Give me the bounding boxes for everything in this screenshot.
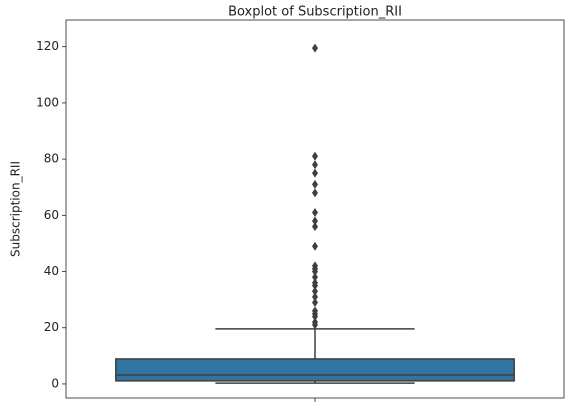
outlier	[312, 160, 318, 170]
box	[115, 358, 515, 382]
outlier	[312, 286, 318, 296]
y-tick-label: 0	[51, 376, 59, 390]
y-tick-label: 20	[44, 320, 59, 334]
outlier	[312, 188, 318, 198]
chart-title: Boxplot of Subscription_RII	[228, 5, 402, 20]
outlier	[312, 208, 318, 218]
y-tick-label: 120	[36, 39, 59, 53]
outlier	[312, 222, 318, 232]
y-tick-label: 100	[36, 95, 59, 109]
y-tick-label: 40	[44, 264, 59, 278]
y-axis-label: Subscription_RII	[9, 161, 23, 257]
outlier	[312, 281, 318, 291]
y-tick-label: 60	[44, 208, 59, 222]
outlier	[312, 320, 318, 330]
outlier	[312, 151, 318, 161]
outlier	[312, 216, 318, 226]
outlier	[312, 241, 318, 251]
outlier	[312, 292, 318, 302]
outlier	[312, 168, 318, 178]
outlier	[312, 311, 318, 321]
y-tick-label: 80	[44, 152, 59, 166]
outlier	[312, 297, 318, 307]
outlier	[312, 179, 318, 189]
outlier	[312, 272, 318, 282]
outlier	[312, 43, 318, 53]
outlier	[312, 267, 318, 277]
